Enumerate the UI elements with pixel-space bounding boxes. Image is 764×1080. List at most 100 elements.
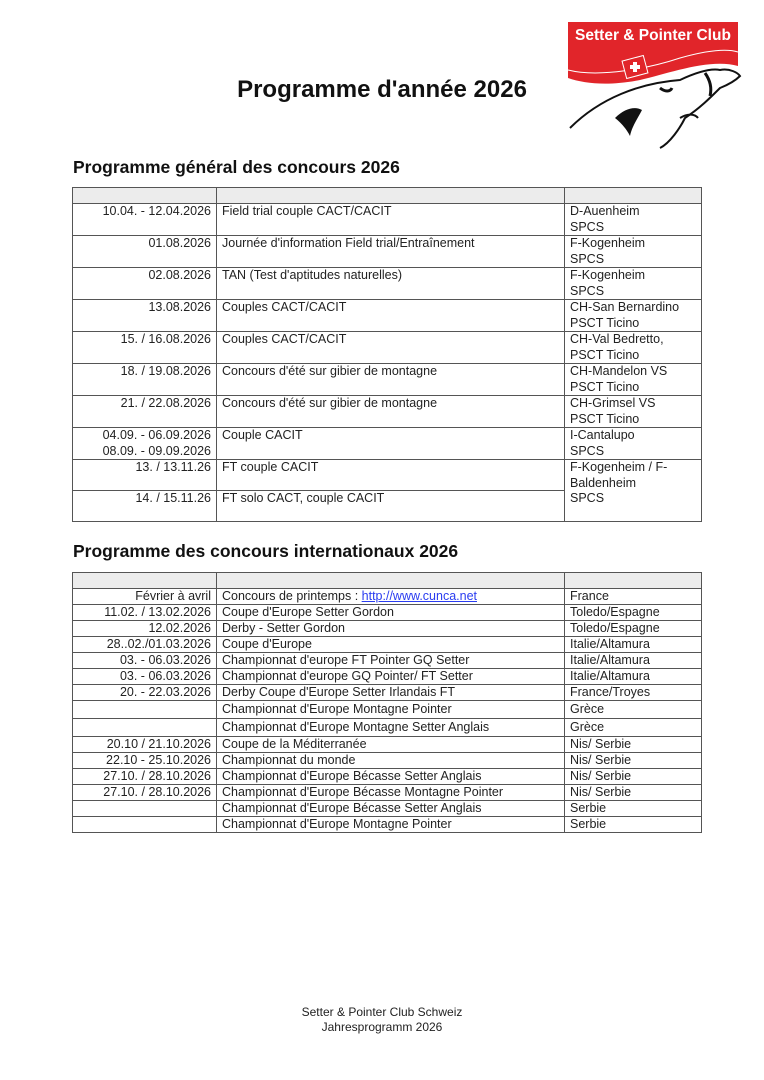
location-cell: Grèce — [564, 718, 702, 737]
table-row: 13.08.2026 Couples CACT/CACIT CH-San Berna… — [72, 299, 702, 332]
location: CH-San Bernardino — [570, 300, 680, 314]
date-cell: 10.04. - 12.04.2026 — [72, 203, 217, 236]
location-cell: Italie/Altamura — [564, 668, 702, 685]
date-cell: 03. - 06.03.2026 — [72, 668, 217, 685]
date: 02.08.2026 — [148, 268, 211, 282]
location-cell: CH-Val Bedretto, PSCT Ticino — [564, 331, 702, 364]
footer-line-1: Setter & Pointer Club Schweiz — [301, 1005, 463, 1019]
table-row: 28..02./01.03.2026 Coupe d'Europe Italie/A… — [72, 636, 702, 653]
location-cell: Italie/Altamura — [564, 652, 702, 669]
organizer: SPCS — [570, 443, 605, 458]
table-row: 18. / 19.08.2026 Concours d'été sur gibie… — [72, 363, 702, 396]
location-cell: Italie/Altamura — [564, 636, 702, 653]
table-row: 13. / 13.11.26 FT couple CACIT F-Kogenheim… — [72, 459, 702, 522]
table-row: Championnat d'Europe Montagne Pointer Ser… — [72, 816, 702, 833]
organizer: PSCT Ticino — [570, 379, 640, 394]
event-cell: Coupe d'Europe — [216, 636, 565, 653]
section-heading-international: Programme des concours internationaux 20… — [73, 541, 459, 561]
event-cell: Championnat d'Europe Bécasse Montagne Po… — [216, 784, 565, 801]
event-cell: Championnat d'europe FT Pointer GQ Sette… — [216, 652, 565, 669]
date-cell: 14. / 15.11.26 — [72, 490, 217, 522]
organizer: SPCS — [570, 491, 605, 505]
cunca-link[interactable]: http://www.cunca.net — [361, 589, 477, 603]
location-cell: Nis/ Serbie — [564, 736, 702, 753]
event-cell: Concours de printemps : http://www.cunca… — [216, 588, 565, 605]
section-heading-general: Programme général des concours 2026 — [73, 157, 400, 177]
table-row: 27.10. / 28.10.2026 Championnat d'Europe … — [72, 784, 702, 801]
date: 01.08.2026 — [148, 236, 211, 250]
event-cell: Coupe d'Europe Setter Gordon — [216, 604, 565, 621]
event-cell: Derby - Setter Gordon — [216, 620, 565, 637]
event-cell: Concours d'été sur gibier de montagne — [216, 395, 565, 428]
table-row: 10.04. - 12.04.2026 Field trial couple CA… — [72, 203, 702, 236]
organizer: SPCS — [570, 219, 605, 234]
table-row: 03. - 06.03.2026 Championnat d'europe GQ … — [72, 668, 702, 685]
table-row: 04.09. - 06.09.2026 08.09. - 09.09.2026 Co… — [72, 427, 702, 460]
date-cell: 03. - 06.03.2026 — [72, 652, 217, 669]
location-cell: Serbie — [564, 816, 702, 833]
location: F-Kogenheim — [570, 268, 646, 282]
date-cell: 11.02. / 13.02.2026 — [72, 604, 217, 621]
date-cell — [72, 800, 217, 817]
date: 14. / 15.11.26 — [135, 491, 211, 505]
organizer: PSCT Ticino — [570, 411, 640, 426]
date-cell — [72, 816, 217, 833]
event-cell: TAN (Test d'aptitudes naturelles) — [216, 267, 565, 300]
location: F-Kogenheim — [570, 236, 646, 250]
location: D-Auenheim — [570, 204, 640, 218]
date-cell: 27.10. / 28.10.2026 — [72, 784, 217, 801]
organizer: PSCT Ticino — [570, 315, 640, 330]
location: CH-Mandelon VS — [570, 364, 668, 378]
table-row: 20. - 22.03.2026 Derby Coupe d'Europe Set… — [72, 684, 702, 701]
table-row: 11.02. / 13.02.2026 Coupe d'Europe Setter… — [72, 604, 702, 621]
table-row: 27.10. / 28.10.2026 Championnat d'Europe … — [72, 768, 702, 785]
location-cell: Nis/ Serbie — [564, 784, 702, 801]
date: 10.04. - 12.04.2026 — [102, 204, 211, 218]
location: CH-Val Bedretto, — [570, 332, 664, 346]
table-header-row — [72, 572, 702, 589]
date-cell: 22.10 - 25.10.2026 — [72, 752, 217, 769]
date-cell: 02.08.2026 — [72, 267, 217, 300]
date-cell: 20.10 / 21.10.2026 — [72, 736, 217, 753]
location-cell: CH-San Bernardino PSCT Ticino — [564, 299, 702, 332]
date-cell: 18. / 19.08.2026 — [72, 363, 217, 396]
date-cell: 20. - 22.03.2026 — [72, 684, 217, 701]
table-row: Championnat d'Europe Montagne Setter Ang… — [72, 718, 702, 737]
organizer: SPCS — [570, 251, 605, 266]
event-cell: Championnat d'europe GQ Pointer/ FT Sett… — [216, 668, 565, 685]
date-cell: 27.10. / 28.10.2026 — [72, 768, 217, 785]
date-cell: 15. / 16.08.2026 — [72, 331, 217, 364]
location-cell: F-Kogenheim SPCS — [564, 235, 702, 268]
date-2: 08.09. - 09.09.2026 — [102, 443, 211, 458]
location-cell: Nis/ Serbie — [564, 768, 702, 785]
page-title: Programme d'année 2026 — [237, 76, 527, 103]
general-program-table: 10.04. - 12.04.2026 Field trial couple CA… — [72, 187, 702, 522]
date-cell: 01.08.2026 — [72, 235, 217, 268]
footer-line-2: Jahresprogramm 2026 — [321, 1020, 443, 1034]
table-row: 20.10 / 21.10.2026 Coupe de la Méditerran… — [72, 736, 702, 753]
event-cell: Couples CACT/CACIT — [216, 299, 565, 332]
table-row: 03. - 06.03.2026 Championnat d'europe FT … — [72, 652, 702, 669]
table-row: Février à avril Concours de printemps : h… — [72, 588, 702, 605]
event-cell: Championnat d'Europe Montagne Setter Ang… — [216, 718, 565, 737]
table-header-row — [72, 187, 702, 204]
event-cell: Championnat d'Europe Montagne Pointer — [216, 816, 565, 833]
organizer: SPCS — [570, 283, 605, 298]
date-cell: 21. / 22.08.2026 — [72, 395, 217, 428]
event-cell: Coupe de la Méditerranée — [216, 736, 565, 753]
footer: Setter & Pointer Club Schweiz Jahresprog… — [0, 1005, 764, 1035]
date-cell — [72, 700, 217, 719]
organizer: PSCT Ticino — [570, 347, 640, 362]
location-cell: F-Kogenheim SPCS — [564, 267, 702, 300]
event-cell: Championnat d'Europe Bécasse Setter Angl… — [216, 768, 565, 785]
event-cell: Journée d'information Field trial/Entraî… — [216, 235, 565, 268]
international-program-table: Février à avril Concours de printemps : h… — [72, 572, 702, 833]
location-cell: F-Kogenheim / F-Baldenheim SPCS — [564, 459, 702, 522]
date: 18. / 19.08.2026 — [120, 364, 211, 378]
location-cell: Serbie — [564, 800, 702, 817]
location: F-Kogenheim / F-Baldenheim — [570, 460, 668, 490]
date: 13. / 13.11.26 — [135, 460, 211, 474]
svg-text:Setter & Pointer Club: Setter & Pointer Club — [575, 27, 731, 44]
table-row: 15. / 16.08.2026 Couples CACT/CACIT CH-Val… — [72, 331, 702, 364]
event-text: Concours de printemps : — [222, 589, 362, 603]
